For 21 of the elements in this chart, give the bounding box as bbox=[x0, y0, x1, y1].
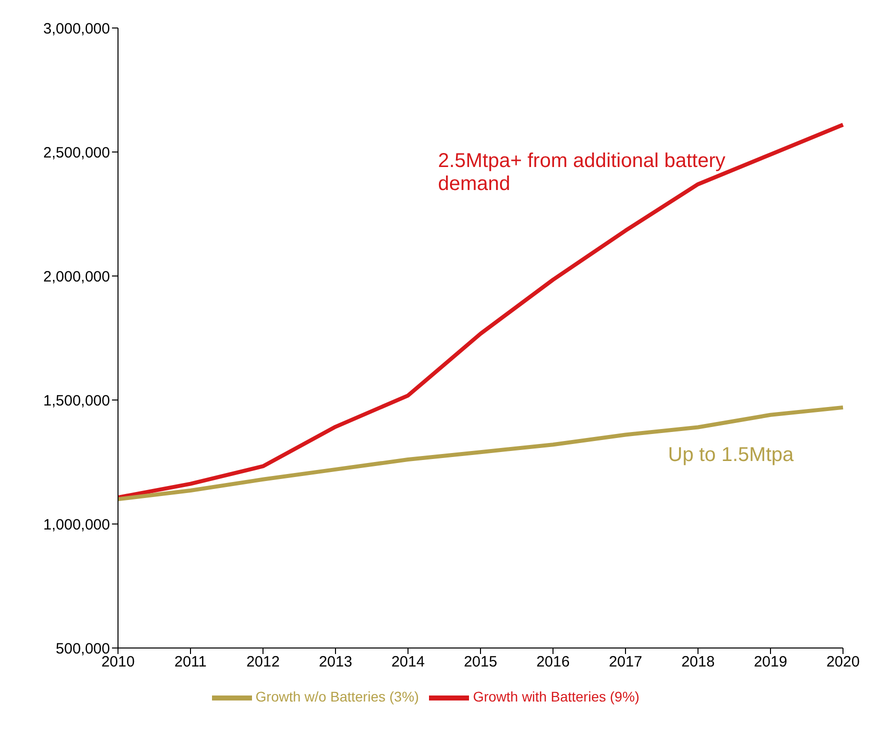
y-tick-label: 1,500,000 bbox=[43, 392, 110, 410]
x-tick-label: 2019 bbox=[754, 654, 788, 671]
legend-label: Growth w/o Batteries (3%) bbox=[256, 688, 419, 705]
x-tick-label: 2013 bbox=[318, 654, 352, 671]
y-tick-label: 1,000,000 bbox=[43, 516, 110, 534]
x-tick-label: 2012 bbox=[246, 654, 280, 671]
y-tick-label: 2,000,000 bbox=[43, 268, 110, 286]
x-tick-label: 2017 bbox=[608, 654, 642, 671]
annotation: 2.5Mtpa+ from additional battery demand bbox=[438, 150, 726, 196]
x-tick-label: 2014 bbox=[391, 654, 425, 671]
x-tick-label: 2018 bbox=[681, 654, 715, 671]
y-tick-label: 3,000,000 bbox=[43, 20, 110, 38]
legend-label: Growth with Batteries (9%) bbox=[472, 688, 640, 705]
annotation: Up to 1.5Mtpa bbox=[668, 444, 795, 467]
x-tick-label: 2011 bbox=[174, 654, 207, 671]
x-tick-label: 2015 bbox=[464, 654, 498, 671]
x-tick-label: 2016 bbox=[536, 654, 570, 671]
line-series bbox=[116, 405, 845, 502]
x-tick-label: 2020 bbox=[826, 654, 860, 671]
line-series bbox=[116, 122, 845, 500]
y-tick-label: 2,500,000 bbox=[43, 144, 110, 162]
